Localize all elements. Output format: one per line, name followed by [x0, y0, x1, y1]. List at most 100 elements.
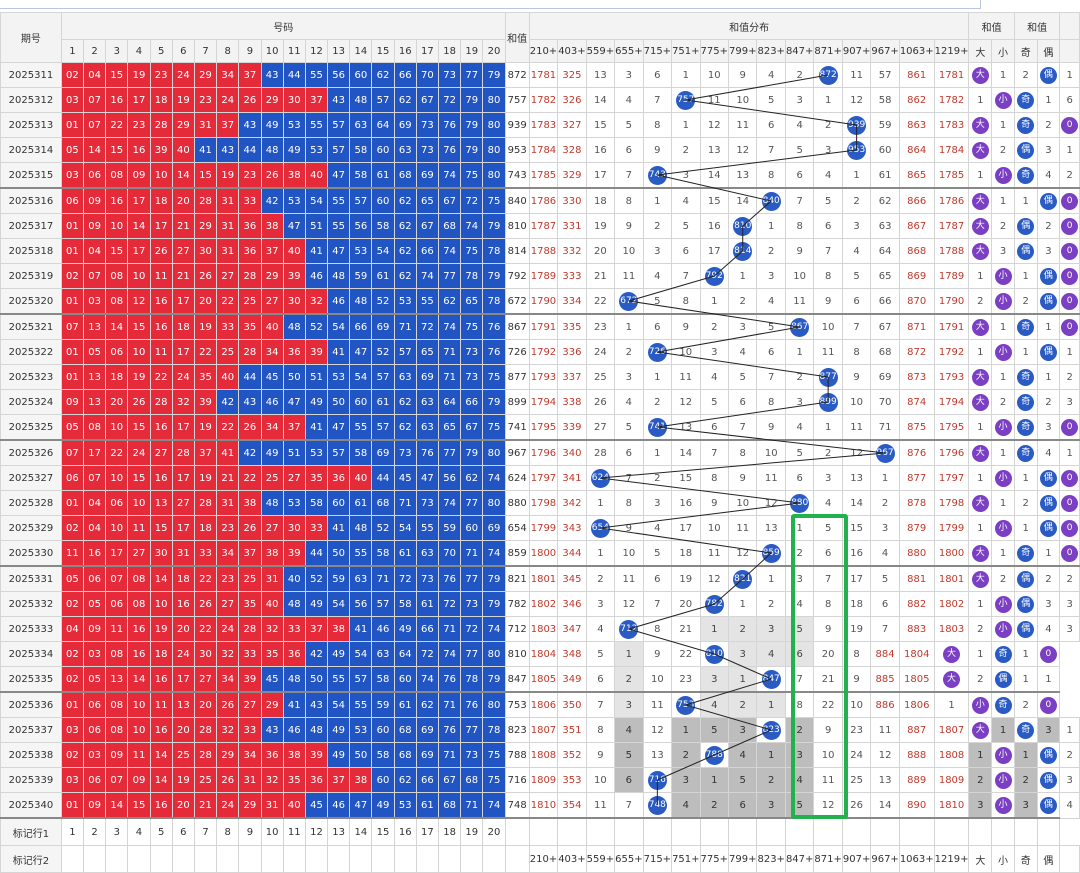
- number-cell: 47: [349, 792, 373, 819]
- footer-cell[interactable]: 775+: [699, 845, 730, 873]
- miss-count-cell: 1805: [528, 666, 559, 693]
- sum-cell: 880: [504, 490, 530, 516]
- number-cell: 67: [438, 187, 462, 214]
- footer-cell[interactable]: 967+: [870, 845, 900, 873]
- number-cell: 31: [216, 238, 240, 264]
- footer-cell[interactable]: 847+: [784, 845, 815, 873]
- distribution-cell: 59: [870, 112, 900, 138]
- footer-cell[interactable]: 751+: [671, 845, 701, 873]
- distribution-cell: 4: [784, 591, 815, 617]
- number-cell: 47: [327, 238, 351, 264]
- footer-cell[interactable]: 715+: [642, 845, 673, 873]
- distribution-cell: 1: [841, 162, 872, 189]
- number-cell: 27: [127, 540, 151, 567]
- miss-count-cell: 345: [557, 565, 587, 592]
- footer-cell[interactable]: 799+: [727, 845, 758, 873]
- number-cell: 28: [171, 439, 195, 466]
- size-cell: 1: [968, 87, 993, 113]
- number-cell: 08: [105, 717, 129, 743]
- parity-cell: 3: [1013, 792, 1038, 819]
- miss-count-cell: 862: [898, 87, 935, 113]
- distribution-cell: 1: [727, 263, 758, 289]
- number-cell: 58: [371, 742, 395, 768]
- number-cell: 11: [60, 540, 85, 567]
- footer-cell[interactable]: 210+: [528, 845, 559, 873]
- footer-cell[interactable]: 9: [238, 817, 262, 846]
- number-cell: 47: [282, 213, 306, 239]
- table-row: 2025333 04 09 11 16 19 20 22 24 28 32 33 37 38 41 46 49 6…: [0, 616, 1080, 642]
- footer-cell[interactable]: 4: [127, 817, 151, 846]
- sum-ball: 823: [761, 720, 781, 740]
- footer-cell[interactable]: 18: [438, 817, 462, 846]
- footer-cell[interactable]: 8: [216, 817, 240, 846]
- header-dist-col: 403+: [557, 39, 587, 63]
- footer-cell[interactable]: 1219+: [933, 845, 970, 873]
- parity-ball: 奇: [1017, 418, 1035, 436]
- footer-cell[interactable]: 871+: [813, 845, 843, 873]
- period-cell: 2025312: [0, 87, 62, 113]
- sum-ball: 782: [704, 594, 724, 614]
- distribution-cell: 7: [614, 465, 644, 491]
- footer-cell[interactable]: 17: [415, 817, 440, 846]
- extra-cell: 0: [1059, 515, 1080, 541]
- footer-cell[interactable]: 14: [349, 817, 373, 846]
- miss-count-cell: 1810: [528, 792, 559, 819]
- number-cell: 05: [83, 339, 107, 365]
- parity-ball: 奇: [1017, 544, 1035, 562]
- header-number-col: 11: [282, 39, 306, 63]
- table-row: 2025331 05 06 07 08 14 18 22 23 25 31 40 52 59 63 71 72 7…: [0, 565, 1080, 592]
- footer-cell[interactable]: 3: [105, 817, 129, 846]
- footer-cell[interactable]: 13: [327, 817, 351, 846]
- distribution-cell: 11: [671, 364, 701, 390]
- size-cell: 2: [968, 666, 993, 693]
- footer-cell[interactable]: 823+: [756, 845, 786, 873]
- footer-cell[interactable]: 小: [991, 845, 1015, 873]
- number-cell: 62: [415, 691, 440, 718]
- footer-cell[interactable]: 7: [193, 817, 218, 846]
- number-cell: 57: [371, 87, 395, 113]
- footer-cell[interactable]: 559+: [585, 845, 616, 873]
- footer-cell[interactable]: 1: [60, 817, 85, 846]
- footer-cell[interactable]: 16: [393, 817, 417, 846]
- distribution-hit-cell: 823: [756, 717, 786, 743]
- footer-cell[interactable]: 6: [171, 817, 195, 846]
- distribution-cell: 12: [671, 389, 701, 415]
- number-cell: 74: [460, 213, 484, 239]
- footer-cell[interactable]: 奇: [1013, 845, 1038, 873]
- footer-cell[interactable]: 11: [282, 817, 306, 846]
- footer-cell[interactable]: 19: [460, 817, 484, 846]
- distribution-cell: 9: [671, 313, 701, 340]
- number-cell: 18: [105, 364, 129, 390]
- footer-cell[interactable]: 12: [304, 817, 329, 846]
- number-cell: 64: [371, 112, 395, 138]
- number-cell: 69: [415, 742, 440, 768]
- extra-cell: 0: [1059, 238, 1080, 264]
- number-cell: 14: [127, 213, 151, 239]
- footer-cell[interactable]: 10: [260, 817, 284, 846]
- number-cell: 40: [171, 137, 195, 163]
- miss-count-cell: 879: [898, 515, 935, 541]
- footer-cell[interactable]: 15: [371, 817, 395, 846]
- footer-cell[interactable]: 403+: [557, 845, 587, 873]
- footer-cell[interactable]: 907+: [841, 845, 872, 873]
- footer-cell[interactable]: 20: [482, 817, 506, 846]
- distribution-cell: 18: [671, 540, 701, 567]
- footer-cell[interactable]: 655+: [614, 845, 644, 873]
- footer-cell[interactable]: 偶: [1036, 845, 1061, 873]
- distribution-cell: 11: [756, 465, 786, 491]
- sum-ball: 810: [704, 644, 724, 664]
- parity-ball: 偶: [1039, 796, 1057, 814]
- footer-cell[interactable]: 5: [149, 817, 173, 846]
- number-cell: 71: [460, 792, 484, 819]
- distribution-cell: 12: [642, 717, 673, 743]
- number-cell: 15: [193, 162, 218, 189]
- period-cell: 2025331: [0, 565, 62, 592]
- number-cell: 56: [349, 591, 373, 617]
- table-row: 2025318 01 04 15 17 26 27 30 31 36 37 40 41 47 53 54 62 6…: [0, 238, 1080, 264]
- footer-cell[interactable]: 大: [968, 845, 993, 873]
- distribution-cell: 1: [699, 767, 730, 793]
- parity-ball: 偶: [994, 670, 1012, 688]
- footer-cell[interactable]: 2: [83, 817, 107, 846]
- distribution-cell: 3: [784, 742, 815, 768]
- footer-cell[interactable]: 1063+: [898, 845, 935, 873]
